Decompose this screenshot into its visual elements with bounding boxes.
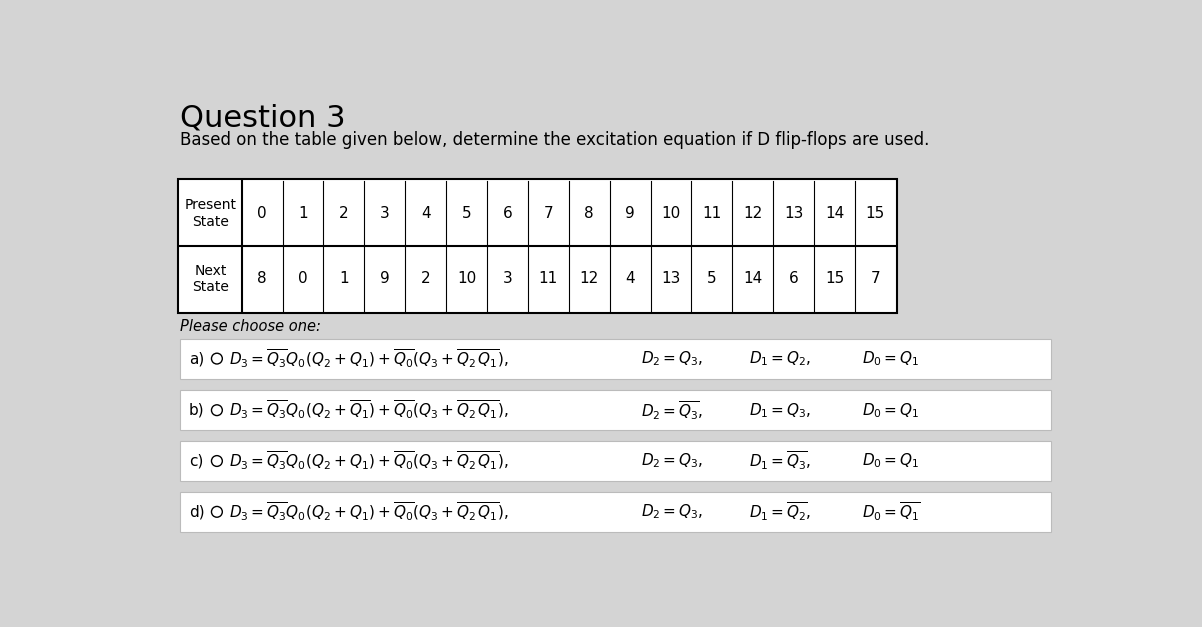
Text: a): a) [189, 351, 204, 366]
Text: 6: 6 [502, 206, 512, 221]
Text: 10: 10 [661, 206, 680, 221]
Text: 5: 5 [462, 206, 471, 221]
Text: 4: 4 [421, 206, 430, 221]
Text: 7: 7 [870, 271, 880, 287]
Text: 12: 12 [579, 271, 599, 287]
Text: $D_3 = \overline{Q_3}Q_0(Q_2 + \overline{Q_1}) + \overline{Q_0}(Q_3 + \overline{: $D_3 = \overline{Q_3}Q_0(Q_2 + \overline… [228, 399, 508, 421]
Bar [180, 390, 1051, 430]
Text: $D_1 = \overline{Q_3},$: $D_1 = \overline{Q_3},$ [749, 450, 811, 472]
Text: $D_1 = \overline{Q_2},$: $D_1 = \overline{Q_2},$ [749, 500, 811, 524]
Text: $D_1 = Q_3,$: $D_1 = Q_3,$ [749, 401, 811, 419]
Text: 13: 13 [661, 271, 680, 287]
Text: 8: 8 [257, 271, 267, 287]
Circle shape [212, 456, 222, 466]
Text: 9: 9 [380, 271, 389, 287]
Text: 4: 4 [625, 271, 635, 287]
Bar [180, 492, 1051, 532]
Bar [180, 441, 1051, 481]
Text: 13: 13 [784, 206, 803, 221]
Bar [178, 179, 898, 313]
Text: d): d) [189, 504, 204, 519]
Text: $D_0 = \overline{Q_1}$: $D_0 = \overline{Q_1}$ [862, 500, 921, 524]
Text: 3: 3 [502, 271, 512, 287]
Text: $D_0 = Q_1$: $D_0 = Q_1$ [862, 451, 920, 470]
Text: 12: 12 [743, 206, 762, 221]
Text: 0: 0 [298, 271, 308, 287]
Text: $D_2 = Q_3,$: $D_2 = Q_3,$ [641, 349, 703, 368]
Text: 9: 9 [625, 206, 635, 221]
Text: $D_3 = \overline{Q_3}Q_0(Q_2 + Q_1) + \overline{Q_0}(Q_3 + \overline{Q_2}\,\over: $D_3 = \overline{Q_3}Q_0(Q_2 + Q_1) + \o… [228, 347, 508, 370]
Text: 14: 14 [743, 271, 762, 287]
Text: c): c) [189, 453, 203, 468]
Text: 7: 7 [543, 206, 553, 221]
Text: $D_3 = \overline{Q_3}Q_0(Q_2 + Q_1) + \overline{Q_0}(Q_3 + \overline{Q_2}\,\over: $D_3 = \overline{Q_3}Q_0(Q_2 + Q_1) + \o… [228, 450, 508, 472]
Text: 3: 3 [380, 206, 389, 221]
Text: $D_0 = Q_1$: $D_0 = Q_1$ [862, 401, 920, 419]
Circle shape [212, 507, 222, 517]
Text: 2: 2 [421, 271, 430, 287]
Text: $D_2 = Q_3,$: $D_2 = Q_3,$ [641, 502, 703, 521]
Text: 11: 11 [538, 271, 558, 287]
Text: $D_3 = \overline{Q_3}Q_0(Q_2 + Q_1) + \overline{Q_0}(Q_3 + \overline{Q_2}\,\over: $D_3 = \overline{Q_3}Q_0(Q_2 + Q_1) + \o… [228, 500, 508, 523]
Text: Based on the table given below, determine the excitation equation if D flip-flop: Based on the table given below, determin… [180, 130, 929, 149]
Text: 14: 14 [825, 206, 844, 221]
Text: $D_2 = Q_3,$: $D_2 = Q_3,$ [641, 451, 703, 470]
Text: 15: 15 [865, 206, 885, 221]
Text: $D_0 = Q_1$: $D_0 = Q_1$ [862, 349, 920, 368]
Text: 2: 2 [339, 206, 349, 221]
Text: $D_2 = \overline{Q_3},$: $D_2 = \overline{Q_3},$ [641, 399, 703, 421]
Text: 5: 5 [707, 271, 716, 287]
Text: Next
State: Next State [192, 264, 230, 294]
Bar [180, 339, 1051, 379]
Text: $D_1 = Q_2,$: $D_1 = Q_2,$ [749, 349, 811, 368]
Bar [180, 181, 895, 312]
Text: Please choose one:: Please choose one: [180, 319, 321, 334]
Text: Question 3: Question 3 [180, 103, 345, 133]
Text: b): b) [189, 403, 204, 418]
Circle shape [212, 405, 222, 416]
Text: 10: 10 [457, 271, 476, 287]
Text: Present
State: Present State [185, 198, 237, 229]
Text: 1: 1 [298, 206, 308, 221]
Text: 1: 1 [339, 271, 349, 287]
Text: 11: 11 [702, 206, 721, 221]
Text: 15: 15 [825, 271, 844, 287]
Text: 8: 8 [584, 206, 594, 221]
Circle shape [212, 353, 222, 364]
Text: 6: 6 [789, 271, 798, 287]
Text: 0: 0 [257, 206, 267, 221]
